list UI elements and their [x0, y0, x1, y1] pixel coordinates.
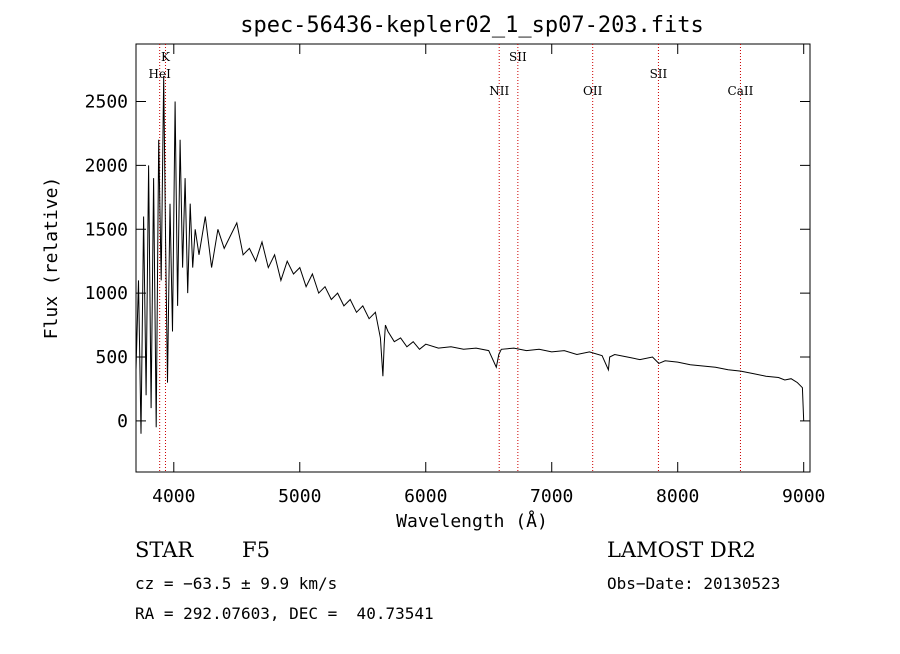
x-axis-label: Wavelength (Å)	[396, 510, 548, 532]
x-tick-label: 9000	[782, 486, 825, 507]
x-tick-label: 6000	[404, 486, 447, 507]
y-tick-label: 1500	[85, 219, 128, 240]
marker-label: OII	[583, 84, 603, 98]
chart-title: spec-56436-kepler02_1_sp07-203.fits	[240, 13, 704, 38]
obs-date-readout: Obs−Date: 20130523	[607, 574, 781, 593]
x-tick-label: 7000	[530, 486, 573, 507]
marker-label: HeI	[149, 67, 172, 81]
marker-label: SII	[509, 50, 527, 64]
survey-name: LAMOST DR2	[607, 538, 756, 562]
marker-label: NII	[489, 84, 509, 98]
y-tick-label: 0	[117, 411, 128, 432]
y-tick-label: 2500	[85, 91, 128, 112]
y-tick-label: 1000	[85, 283, 128, 304]
marker-label: CaII	[728, 84, 754, 98]
y-axis-label: Flux (relative)	[41, 177, 62, 340]
plot-frame	[135, 43, 811, 473]
object-class: STAR	[135, 538, 194, 562]
x-tick-label: 5000	[278, 486, 321, 507]
object-subclass: F5	[242, 538, 270, 562]
marker-label: SII	[650, 67, 668, 81]
marker-label: K	[161, 50, 171, 64]
cz-readout: cz = −63.5 ± 9.9 km/s	[135, 574, 338, 593]
x-axis-ticks: 4000 5000 6000 7000 8000 9000	[152, 44, 825, 507]
x-tick-label: 8000	[656, 486, 699, 507]
spectrum-series-line	[135, 75, 805, 434]
coordinates-readout: RA = 292.07603, DEC = 40.73541	[135, 604, 434, 623]
y-axis-ticks: 0 500 1000 1500 2000 2500	[85, 91, 810, 432]
y-tick-label: 2000	[85, 155, 128, 176]
y-tick-label: 500	[95, 347, 128, 368]
spectral-line-markers: K HeI SII NII OII SII CaII	[149, 44, 754, 472]
x-tick-label: 4000	[152, 486, 195, 507]
